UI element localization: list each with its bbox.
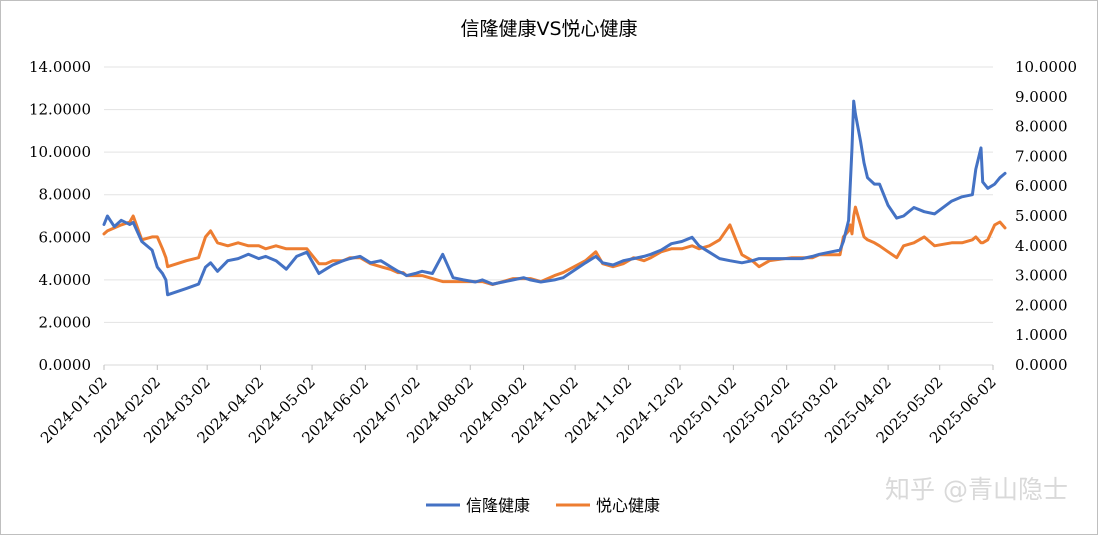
y-left-tick-label: 0.0000 [39, 356, 92, 374]
y-right-tick-label: 7.0000 [1015, 147, 1068, 165]
y-right-tick-label: 1.0000 [1015, 326, 1068, 344]
series-layer [102, 99, 1007, 297]
gridlines [104, 66, 993, 323]
series-line-1 [102, 205, 1007, 286]
y-right-tick-label: 6.0000 [1015, 177, 1068, 195]
legend: 信隆健康 悦心健康 [426, 496, 660, 515]
right-y-axis: 0.0000 1.0000 2.0000 3.0000 4.0000 5.0000 6.00… [1015, 58, 1077, 374]
watermark-text: 知乎 @青山隐士 [885, 475, 1068, 504]
y-right-tick-label: 5.0000 [1015, 207, 1068, 225]
left-y-axis: 0.0000 2.0000 4.0000 6.0000 8.0000 10.0000 12.… [29, 58, 91, 374]
chart-title: 信隆健康VS悦心健康 [460, 18, 637, 40]
y-right-tick-label: 9.0000 [1015, 88, 1068, 106]
legend-label-1: 悦心健康 [596, 496, 660, 515]
y-left-tick-label: 2.0000 [39, 313, 92, 331]
y-right-tick-label: 2.0000 [1015, 296, 1068, 314]
y-left-tick-label: 8.0000 [39, 186, 92, 204]
y-right-tick-label: 10.0000 [1015, 58, 1077, 76]
y-right-tick-label: 4.0000 [1015, 237, 1068, 255]
y-left-tick-label: 12.0000 [29, 101, 91, 119]
y-right-tick-label: 0.0000 [1015, 356, 1068, 374]
y-left-tick-label: 14.0000 [29, 58, 91, 76]
series-line-0 [102, 99, 1007, 297]
y-left-tick-label: 6.0000 [39, 228, 92, 246]
y-left-tick-label: 4.0000 [39, 271, 92, 289]
legend-label-0: 信隆健康 [466, 496, 530, 515]
y-left-tick-label: 10.0000 [29, 143, 91, 161]
y-right-tick-label: 3.0000 [1015, 267, 1068, 285]
y-right-tick-label: 8.0000 [1015, 118, 1068, 136]
